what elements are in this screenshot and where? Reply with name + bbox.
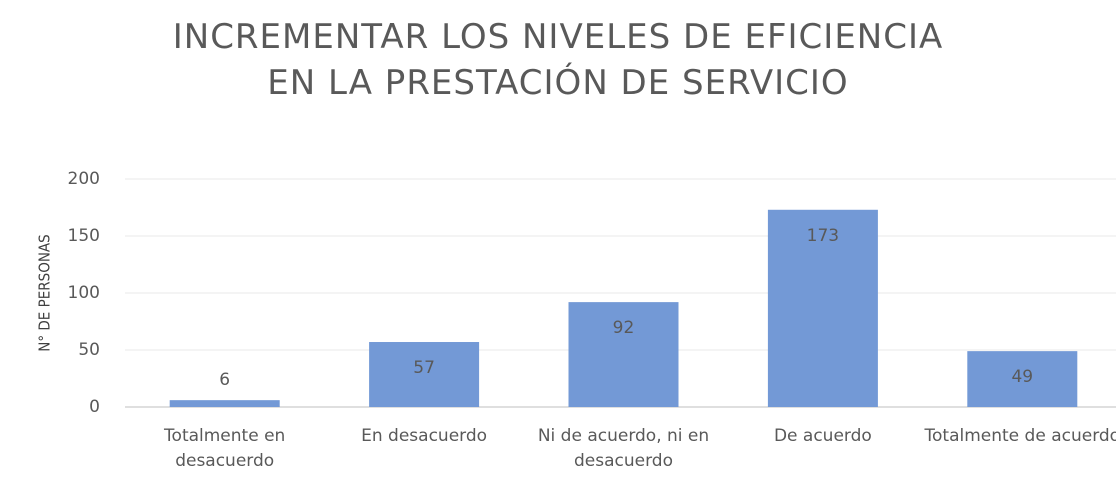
x-tick-label: Totalmente de acuerdo	[924, 426, 1116, 446]
x-tick-label: De acuerdo	[773, 426, 872, 446]
x-tick-label: En desacuerdo	[361, 426, 488, 446]
x-tick-label: Ni de acuerdo, ni en desacuerdo	[537, 426, 710, 471]
x-tick-label: Totalmente en desacuerdo	[164, 426, 286, 471]
y-tick-label: 150	[68, 226, 100, 246]
data-label: 173	[807, 226, 839, 246]
chart-title: INCREMENTAR LOS NIVELES DE EFICIENCIA EN…	[172, 17, 944, 103]
bar	[767, 209, 878, 407]
y-tick-label: 0	[89, 397, 100, 417]
data-label: 49	[1011, 367, 1033, 387]
bar	[967, 351, 1078, 407]
data-label: 57	[413, 358, 435, 378]
bar	[369, 342, 480, 407]
bar	[568, 302, 679, 407]
y-tick-label: 100	[68, 283, 100, 303]
y-tick-label: 200	[68, 169, 100, 189]
y-tick-label: 50	[78, 340, 100, 360]
data-label: 92	[613, 318, 635, 338]
bar	[169, 400, 280, 407]
y-axis-label: N° DE PERSONAS	[36, 234, 54, 351]
data-label: 6	[219, 370, 230, 390]
